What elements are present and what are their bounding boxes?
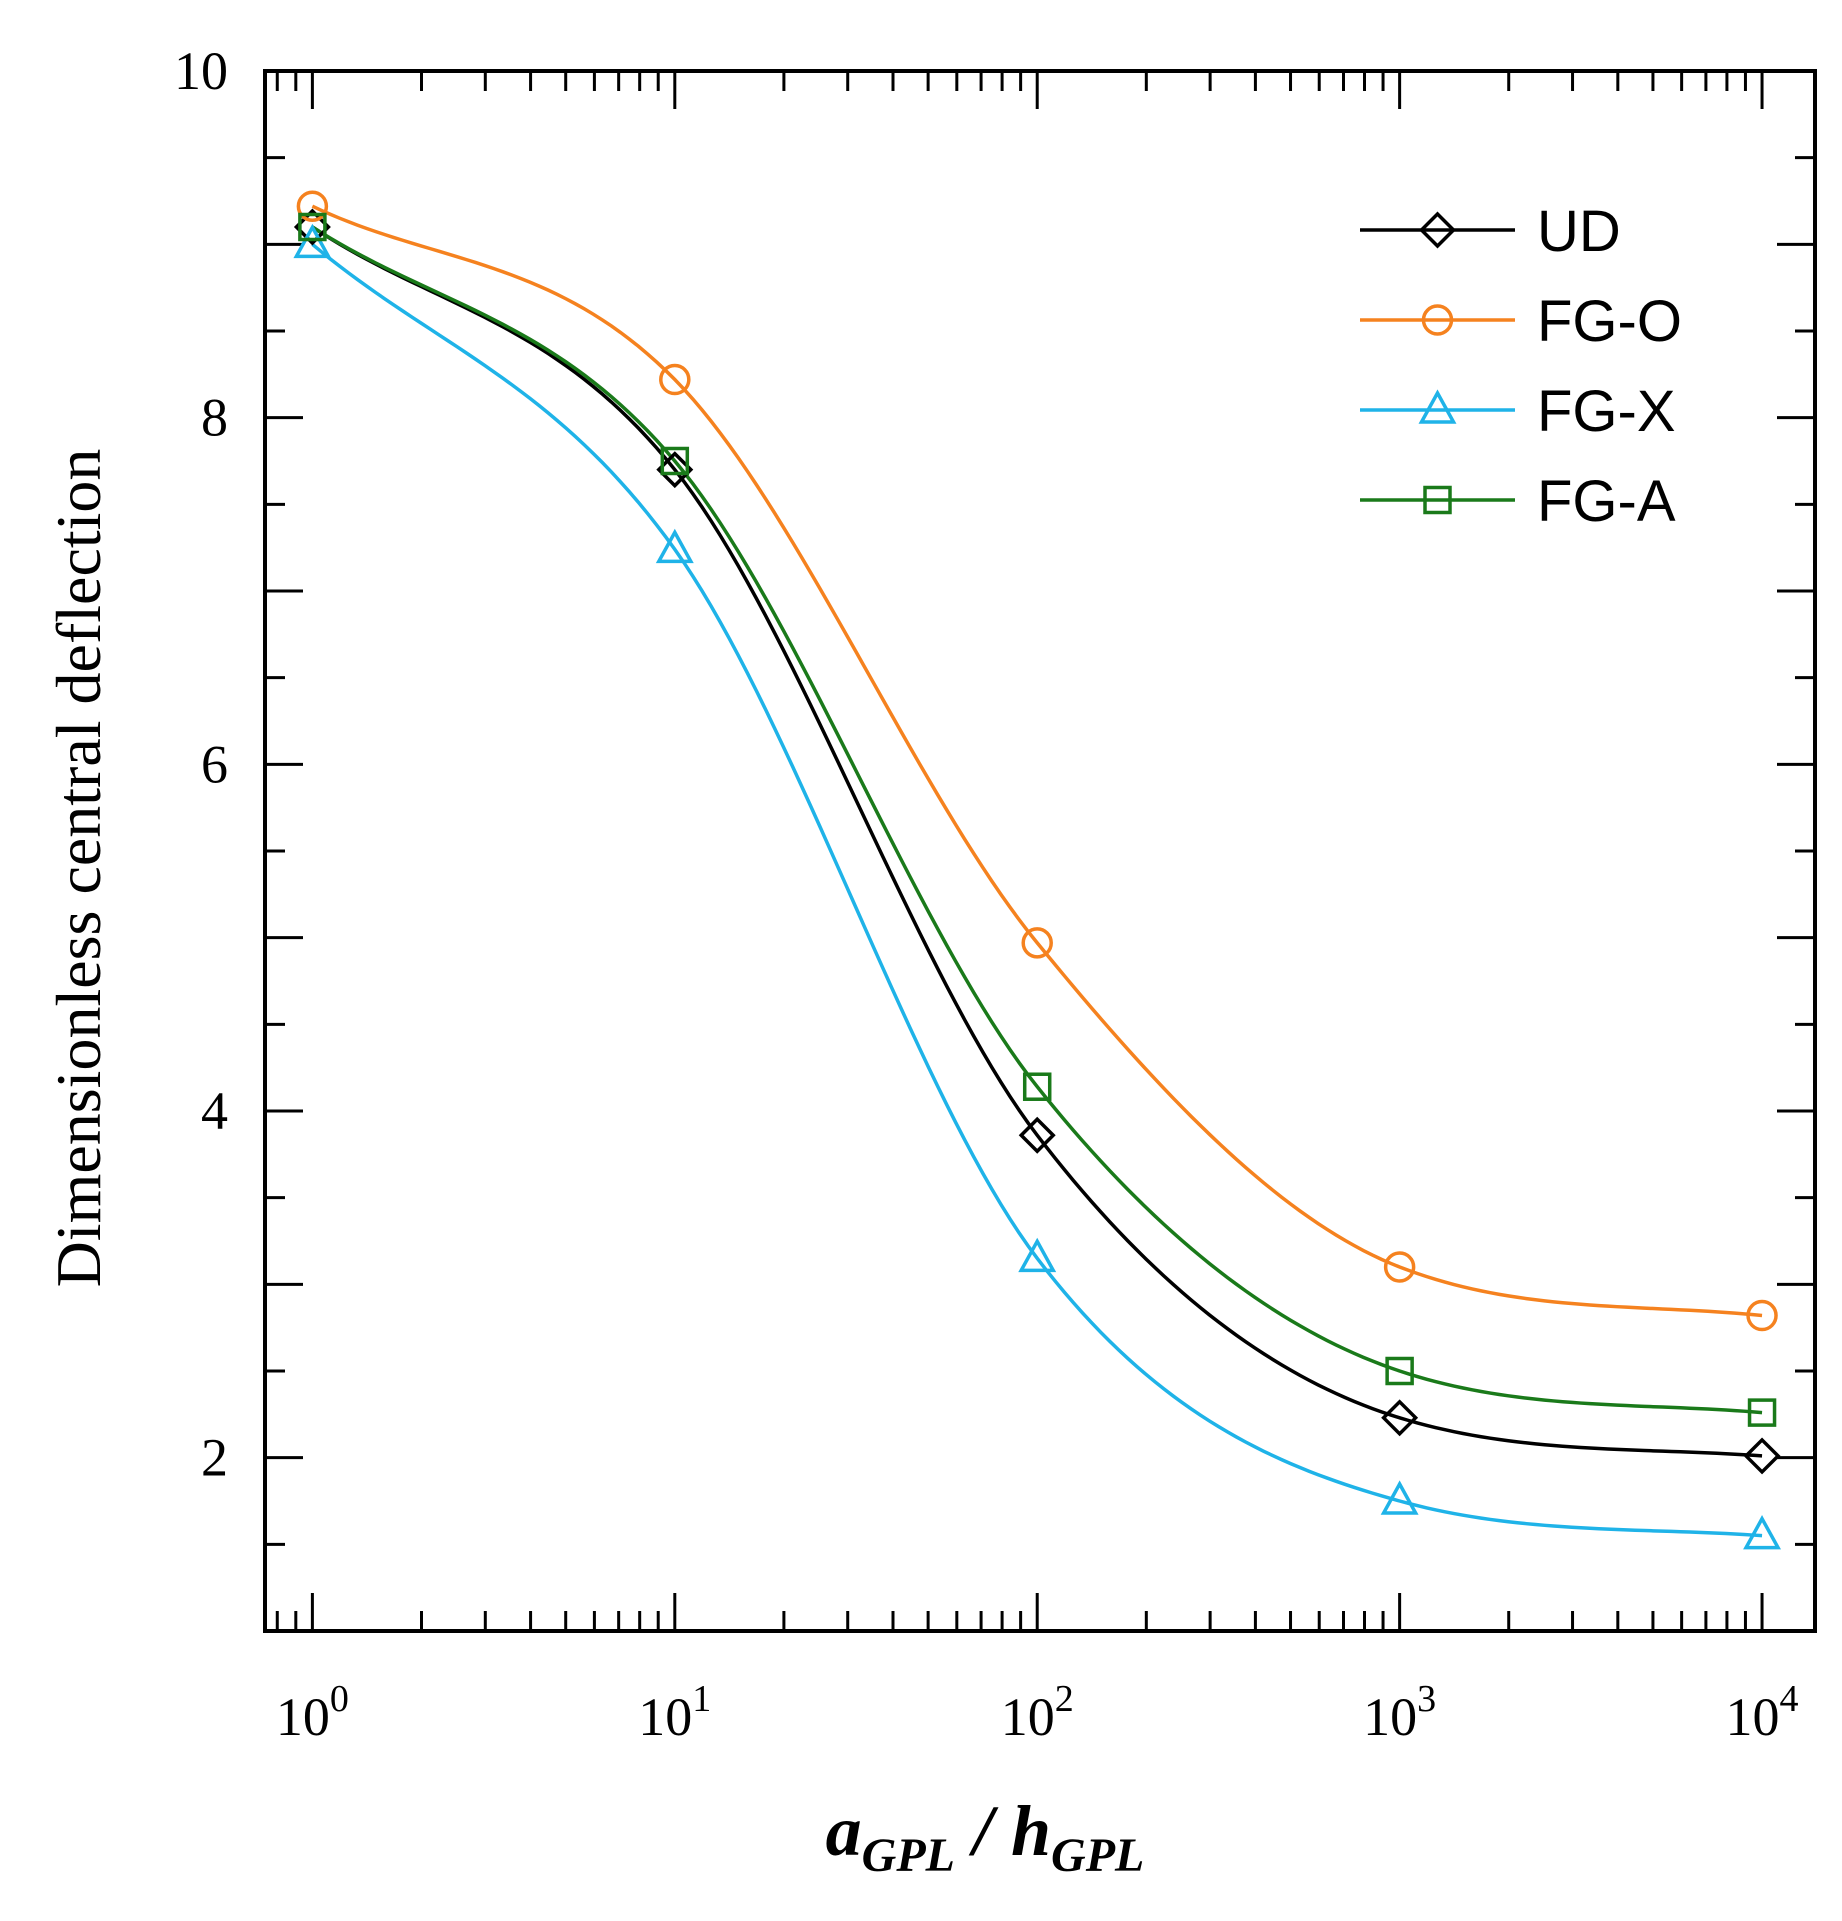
x-tick-label-base: 10: [1001, 1687, 1055, 1747]
x-tick-label: 104: [1726, 1678, 1799, 1747]
x-tick-label: 100: [276, 1678, 349, 1747]
x-axis-label: aGPL / hGPL: [826, 1791, 1145, 1882]
x-axis-label-sub2: GPL: [1051, 1829, 1144, 1882]
y-tick-label: 2: [201, 1428, 228, 1488]
legend-item-UD: UD: [1360, 199, 1621, 264]
data-point-FG-A: [1747, 1398, 1777, 1427]
data-point-FG-A: [1385, 1356, 1414, 1386]
y-tick-label: 8: [201, 388, 228, 448]
series-line-FG-O: [311, 204, 1763, 1318]
legend-label: FG-O: [1537, 289, 1682, 354]
x-tick-label-exponent: 1: [692, 1678, 711, 1720]
markers-layer: [293, 190, 1782, 1550]
series-line-FG-X: [311, 242, 1763, 1538]
legend-label: UD: [1537, 199, 1621, 264]
x-axis-label-sub: GPL: [862, 1829, 955, 1882]
data-point-UD: [1018, 1116, 1056, 1154]
legend-item-FG-A: FG-A: [1360, 469, 1676, 534]
data-point-UD: [1743, 1437, 1781, 1475]
data-point-FG-O: [1746, 1299, 1778, 1332]
curves-layer: [311, 204, 1763, 1538]
x-tick-label-base: 10: [1363, 1687, 1417, 1747]
x-tick-labels: 100 101 102 103 104: [276, 1678, 1799, 1747]
y-tick-label: 6: [201, 734, 228, 794]
x-tick-label-base: 10: [276, 1687, 330, 1747]
data-point-FG-O: [296, 190, 329, 222]
legend-item-FG-X: FG-X: [1360, 379, 1676, 444]
y-axis-label: Dimensionless central deflection: [43, 449, 114, 1288]
x-axis-label-sep: /: [955, 1791, 1011, 1871]
data-point-FG-X: [1743, 1515, 1782, 1550]
x-tick-label-base: 10: [638, 1687, 692, 1747]
data-point-FG-A: [660, 446, 690, 476]
x-axis-label-base: a: [826, 1791, 862, 1871]
x-tick-label-exponent: 3: [1417, 1678, 1436, 1720]
data-point-FG-A: [298, 212, 327, 242]
legend-swatch-marker: [1421, 304, 1454, 336]
x-tick-label: 102: [1001, 1678, 1074, 1747]
x-tick-label-base: 10: [1726, 1687, 1780, 1747]
legend: UD FG-O FG-X FG-A: [1360, 199, 1682, 534]
data-point-FG-X: [293, 223, 332, 259]
y-tick-label: 10: [174, 41, 228, 101]
data-point-UD: [293, 208, 331, 246]
legend-label: FG-X: [1537, 379, 1676, 444]
data-point-UD: [1381, 1399, 1419, 1437]
legend-label: FG-A: [1537, 469, 1676, 534]
x-tick-label: 103: [1363, 1678, 1436, 1747]
y-tick-label: 4: [201, 1081, 228, 1141]
x-tick-label-exponent: 4: [1780, 1678, 1799, 1720]
data-point-FG-A: [1022, 1072, 1052, 1101]
x-tick-label-exponent: 2: [1055, 1678, 1074, 1720]
series-line-FG-A: [311, 225, 1763, 1415]
series-line-UD: [311, 225, 1763, 1458]
legend-swatch-marker: [1423, 485, 1452, 515]
data-point-FG-O: [1021, 927, 1053, 959]
plot-frame: [263, 69, 1817, 1633]
ticks-layer: [265, 71, 1815, 1631]
data-point-FG-X: [1380, 1480, 1419, 1515]
data-point-FG-O: [1383, 1251, 1416, 1283]
data-point-UD: [656, 451, 694, 489]
data-point-FG-X: [655, 528, 694, 564]
x-tick-label-exponent: 0: [330, 1678, 349, 1720]
x-tick-label: 101: [638, 1678, 711, 1747]
x-axis-label-base2: h: [1011, 1791, 1051, 1871]
y-tick-labels: 2 4 6 8 10: [174, 41, 228, 1488]
legend-swatch-marker: [1419, 211, 1456, 249]
legend-swatch-marker: [1418, 389, 1457, 424]
data-point-FG-O: [659, 363, 691, 396]
data-point-FG-X: [1018, 1237, 1057, 1273]
legend-item-FG-O: FG-O: [1360, 289, 1682, 354]
